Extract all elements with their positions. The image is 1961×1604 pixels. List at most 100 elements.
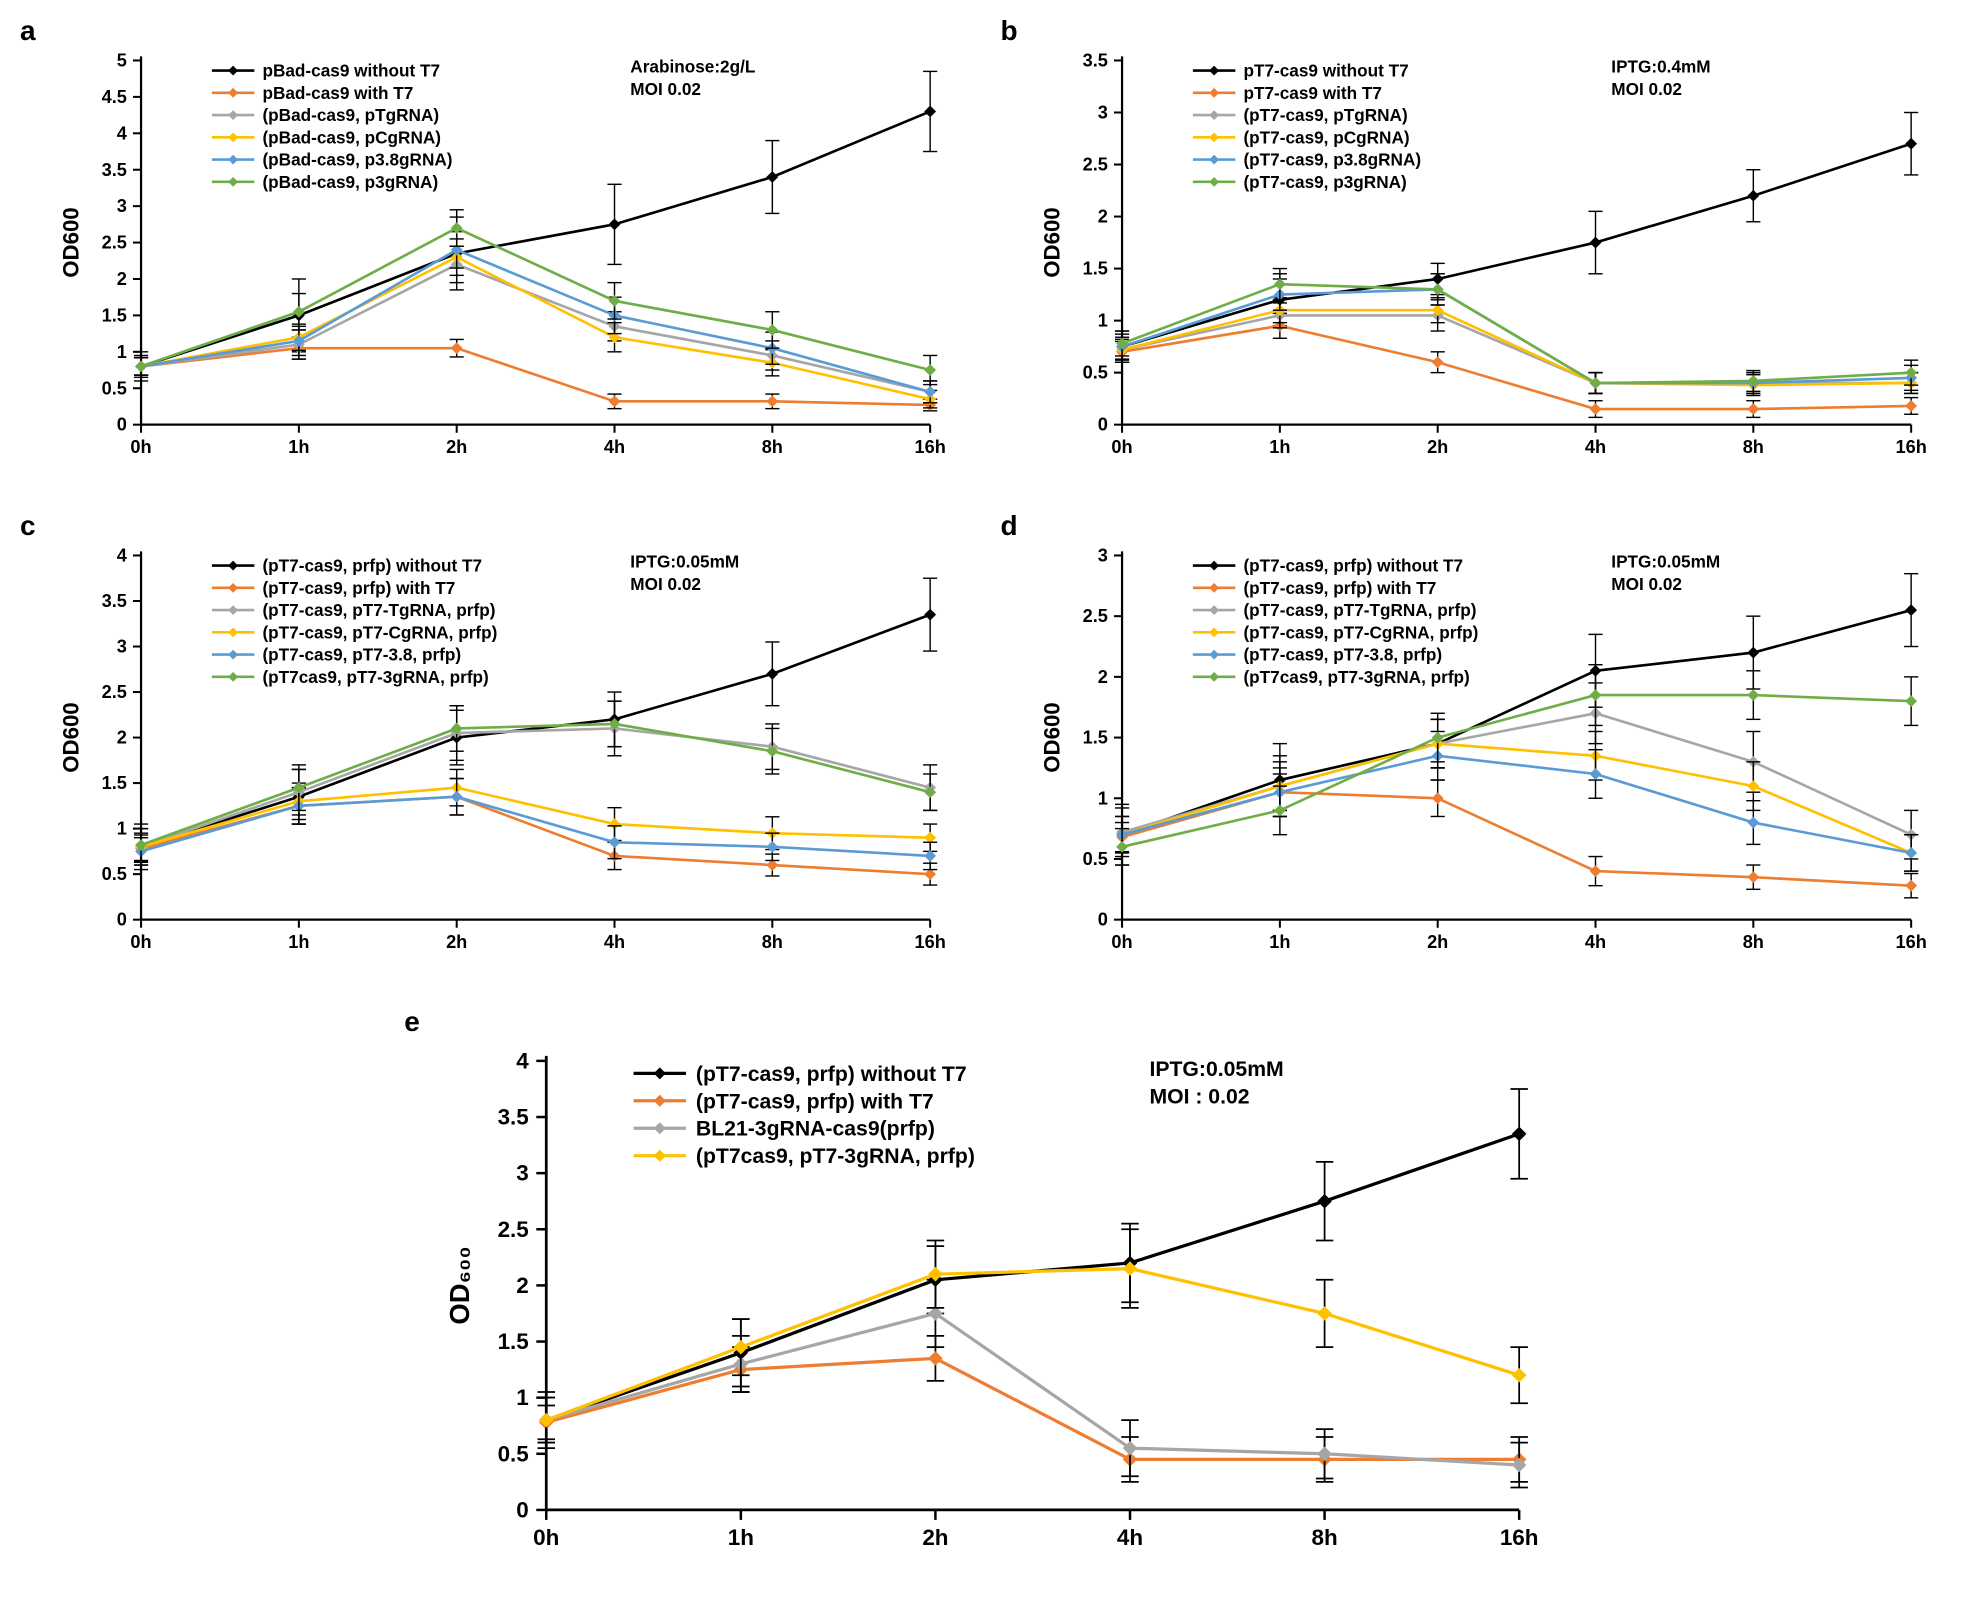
svg-text:8h: 8h bbox=[1312, 1525, 1338, 1550]
svg-text:(pT7-cas9, pT7-TgRNA, prfp): (pT7-cas9, pT7-TgRNA, prfp) bbox=[262, 601, 495, 621]
svg-text:1: 1 bbox=[517, 1385, 529, 1410]
panel-e: e 00.511.522.533.540h1h2h4h8h16hOD₆₀₀(pT… bbox=[404, 1011, 1557, 1585]
svg-text:8h: 8h bbox=[762, 437, 783, 457]
svg-text:3.5: 3.5 bbox=[102, 591, 127, 611]
svg-text:pBad-cas9 without T7: pBad-cas9 without T7 bbox=[262, 61, 440, 81]
svg-text:4.5: 4.5 bbox=[102, 87, 127, 107]
chart-d: 00.511.522.530h1h2h4h8h16hOD600(pT7-cas9… bbox=[1031, 515, 1942, 980]
svg-text:1h: 1h bbox=[288, 932, 309, 952]
svg-text:4h: 4h bbox=[1584, 437, 1605, 457]
svg-text:pT7-cas9 with T7: pT7-cas9 with T7 bbox=[1243, 83, 1382, 103]
svg-text:8h: 8h bbox=[762, 932, 783, 952]
svg-text:0h: 0h bbox=[130, 932, 151, 952]
svg-text:4h: 4h bbox=[604, 437, 625, 457]
svg-text:MOI 0.02: MOI 0.02 bbox=[1611, 574, 1682, 594]
svg-text:(pT7-cas9, pCgRNA): (pT7-cas9, pCgRNA) bbox=[1243, 127, 1409, 147]
svg-text:0.5: 0.5 bbox=[1082, 849, 1107, 869]
svg-text:MOI 0.02: MOI 0.02 bbox=[630, 574, 701, 594]
svg-text:4: 4 bbox=[117, 546, 128, 566]
svg-text:2: 2 bbox=[1097, 207, 1107, 227]
svg-text:IPTG:0.05mM: IPTG:0.05mM bbox=[1611, 552, 1720, 572]
svg-text:2: 2 bbox=[1097, 667, 1107, 687]
svg-text:16h: 16h bbox=[914, 932, 945, 952]
svg-text:(pT7cas9, pT7-3gRNA, prfp): (pT7cas9, pT7-3gRNA, prfp) bbox=[1243, 667, 1469, 687]
svg-text:OD600: OD600 bbox=[58, 703, 83, 774]
svg-text:2: 2 bbox=[517, 1273, 529, 1298]
svg-text:0: 0 bbox=[517, 1497, 529, 1522]
svg-text:4h: 4h bbox=[604, 932, 625, 952]
svg-text:(pBad-cas9, pCgRNA): (pBad-cas9, pCgRNA) bbox=[262, 127, 441, 147]
svg-text:3.5: 3.5 bbox=[498, 1104, 529, 1129]
panel-letter-e: e bbox=[404, 1006, 420, 1038]
svg-text:0: 0 bbox=[117, 910, 127, 930]
svg-text:2.5: 2.5 bbox=[1082, 607, 1107, 627]
svg-text:0.5: 0.5 bbox=[102, 865, 127, 885]
panel-b: b 00.511.522.533.50h1h2h4h8h16hOD600pT7-… bbox=[1001, 20, 1942, 485]
svg-text:1h: 1h bbox=[728, 1525, 754, 1550]
svg-text:2: 2 bbox=[117, 269, 127, 289]
panel-d: d 00.511.522.530h1h2h4h8h16hOD600(pT7-ca… bbox=[1001, 515, 1942, 980]
svg-text:(pT7-cas9, pTgRNA): (pT7-cas9, pTgRNA) bbox=[1243, 105, 1407, 125]
svg-text:3: 3 bbox=[517, 1160, 529, 1185]
panel-letter-a: a bbox=[20, 15, 36, 47]
svg-text:IPTG:0.05mM: IPTG:0.05mM bbox=[630, 552, 739, 572]
svg-text:(pT7-cas9, pT7-CgRNA, prfp): (pT7-cas9, pT7-CgRNA, prfp) bbox=[262, 623, 497, 643]
svg-text:OD600: OD600 bbox=[1039, 207, 1064, 278]
svg-text:(pBad-cas9, p3gRNA): (pBad-cas9, p3gRNA) bbox=[262, 172, 438, 192]
svg-text:3.5: 3.5 bbox=[1082, 51, 1107, 71]
svg-text:pBad-cas9 with T7: pBad-cas9 with T7 bbox=[262, 83, 413, 103]
svg-text:1h: 1h bbox=[1269, 437, 1290, 457]
svg-text:0h: 0h bbox=[1111, 932, 1132, 952]
svg-text:2h: 2h bbox=[923, 1525, 949, 1550]
svg-text:(pT7-cas9, pT7-3.8, prfp): (pT7-cas9, pT7-3.8, prfp) bbox=[1243, 645, 1442, 665]
svg-text:(pT7-cas9, p3.8gRNA): (pT7-cas9, p3.8gRNA) bbox=[1243, 150, 1421, 170]
svg-text:3: 3 bbox=[117, 196, 127, 216]
svg-text:1: 1 bbox=[117, 342, 127, 362]
svg-text:OD600: OD600 bbox=[1039, 703, 1064, 774]
svg-text:1.5: 1.5 bbox=[1082, 728, 1107, 748]
svg-text:1.5: 1.5 bbox=[1082, 259, 1107, 279]
svg-text:2h: 2h bbox=[446, 932, 467, 952]
svg-text:1.5: 1.5 bbox=[498, 1329, 529, 1354]
chart-b: 00.511.522.533.50h1h2h4h8h16hOD600pT7-ca… bbox=[1031, 20, 1942, 485]
svg-text:1: 1 bbox=[1097, 311, 1107, 331]
svg-text:3: 3 bbox=[1097, 546, 1107, 566]
panel-letter-b: b bbox=[1001, 15, 1018, 47]
svg-text:(pT7cas9, pT7-3gRNA, prfp): (pT7cas9, pT7-3gRNA, prfp) bbox=[696, 1145, 975, 1168]
panel-letter-d: d bbox=[1001, 510, 1018, 542]
svg-text:OD₆₀₀: OD₆₀₀ bbox=[444, 1246, 475, 1324]
svg-text:(pT7-cas9, prfp) with T7: (pT7-cas9, prfp) with T7 bbox=[262, 578, 455, 598]
svg-text:1.5: 1.5 bbox=[102, 774, 127, 794]
svg-text:(pT7-cas9, prfp) with T7: (pT7-cas9, prfp) with T7 bbox=[1243, 578, 1436, 598]
svg-text:4: 4 bbox=[517, 1048, 530, 1073]
svg-text:8h: 8h bbox=[1742, 437, 1763, 457]
svg-text:1.5: 1.5 bbox=[102, 305, 127, 325]
svg-text:(pT7-cas9, prfp) with T7: (pT7-cas9, prfp) with T7 bbox=[696, 1090, 934, 1113]
svg-text:16h: 16h bbox=[1895, 437, 1926, 457]
svg-text:MOI 0.02: MOI 0.02 bbox=[630, 79, 701, 99]
panel-c: c 00.511.522.533.540h1h2h4h8h16hOD600(pT… bbox=[20, 515, 961, 980]
svg-text:(pT7cas9, pT7-3gRNA, prfp): (pT7cas9, pT7-3gRNA, prfp) bbox=[262, 667, 488, 687]
svg-text:4: 4 bbox=[117, 123, 128, 143]
svg-text:0h: 0h bbox=[1111, 437, 1132, 457]
svg-text:IPTG:0.4mM: IPTG:0.4mM bbox=[1611, 57, 1710, 77]
svg-text:0.5: 0.5 bbox=[1082, 363, 1107, 383]
svg-text:3: 3 bbox=[117, 637, 127, 657]
svg-text:IPTG:0.05mM: IPTG:0.05mM bbox=[1150, 1058, 1284, 1081]
svg-text:2h: 2h bbox=[1427, 437, 1448, 457]
svg-text:BL21-3gRNA-cas9(prfp): BL21-3gRNA-cas9(prfp) bbox=[696, 1117, 935, 1140]
svg-text:MOI : 0.02: MOI : 0.02 bbox=[1150, 1085, 1250, 1108]
svg-text:pT7-cas9 without T7: pT7-cas9 without T7 bbox=[1243, 61, 1408, 81]
svg-text:4h: 4h bbox=[1117, 1525, 1143, 1550]
svg-text:4h: 4h bbox=[1584, 932, 1605, 952]
svg-text:(pT7-cas9, prfp) without T7: (pT7-cas9, prfp) without T7 bbox=[696, 1063, 967, 1086]
svg-text:2.5: 2.5 bbox=[498, 1216, 529, 1241]
svg-text:2.5: 2.5 bbox=[1082, 155, 1107, 175]
figure-grid: a 00.511.522.533.544.550h1h2h4h8h16hOD60… bbox=[20, 20, 1941, 1584]
svg-text:8h: 8h bbox=[1742, 932, 1763, 952]
svg-text:2h: 2h bbox=[446, 437, 467, 457]
svg-text:(pT7-cas9, prfp) without T7: (pT7-cas9, prfp) without T7 bbox=[262, 556, 482, 576]
svg-text:2.5: 2.5 bbox=[102, 682, 127, 702]
svg-text:16h: 16h bbox=[1500, 1525, 1539, 1550]
svg-text:(pBad-cas9, pTgRNA): (pBad-cas9, pTgRNA) bbox=[262, 105, 439, 125]
